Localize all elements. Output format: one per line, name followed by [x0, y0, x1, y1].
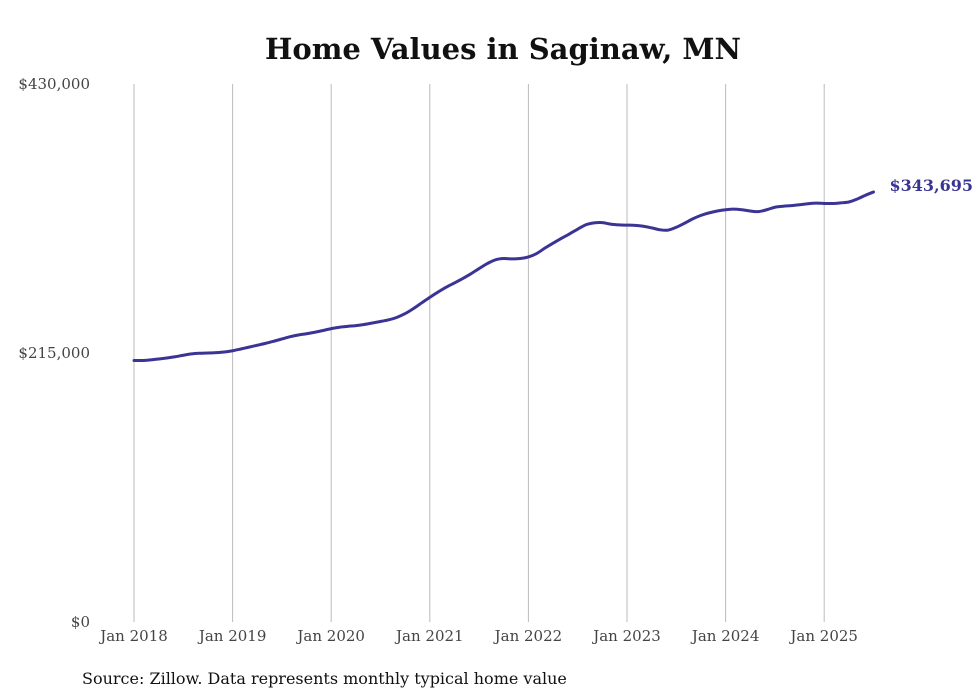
gridlines	[133, 84, 825, 622]
chart-title: Home Values in Saginaw, MN	[265, 32, 741, 66]
x-tick-label: Jan 2020	[295, 627, 365, 645]
x-tick-label: Jan 2025	[788, 627, 858, 645]
series-line	[132, 190, 875, 363]
x-axis-ticks: Jan 2018 Jan 2019 Jan 2020 Jan 2021 Jan 2022…	[98, 627, 858, 645]
x-tick-label: Jan 2021	[394, 627, 464, 645]
x-tick-label: Jan 2023	[591, 627, 661, 645]
y-tick-label: $215,000	[18, 344, 90, 362]
x-tick-label: Jan 2019	[197, 627, 267, 645]
end-value-label: $343,695	[890, 176, 974, 195]
y-tick-label: $0	[71, 613, 90, 631]
x-tick-label: Jan 2024	[690, 627, 760, 645]
x-tick-label: Jan 2022	[493, 627, 563, 645]
y-axis-ticks: $0 $215,000 $430,000	[18, 75, 90, 631]
source-note: Source: Zillow. Data represents monthly …	[82, 669, 567, 688]
y-tick-label: $430,000	[18, 75, 90, 93]
series-layer: $343,695	[132, 176, 974, 363]
x-tick-label: Jan 2018	[98, 627, 168, 645]
